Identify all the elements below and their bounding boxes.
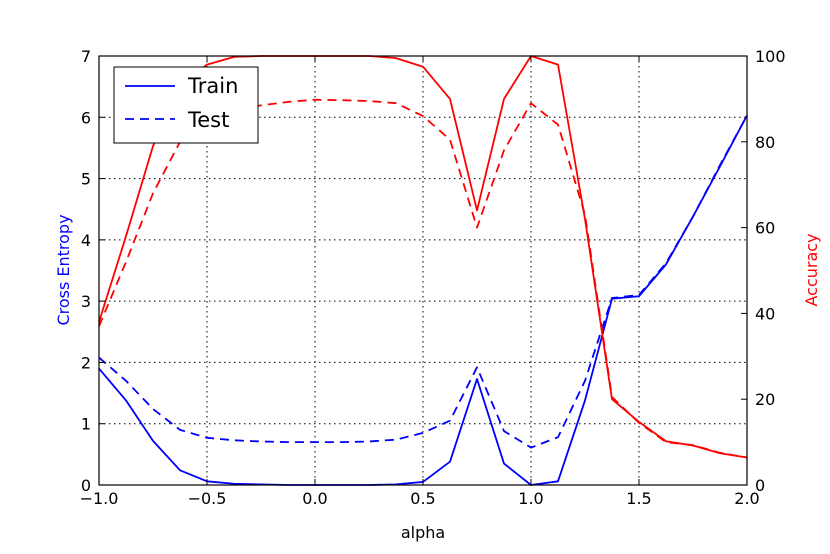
y-axis-label-right: Accuracy bbox=[802, 233, 821, 306]
x-axis-label: alpha bbox=[401, 523, 445, 542]
y-left-tick-label: 4 bbox=[81, 231, 91, 250]
y-right-tick-label: 80 bbox=[755, 133, 775, 152]
tick-labels: −1.0 −0.5 0.0 0.5 1.0 1.5 2.001234567020406080… bbox=[80, 47, 786, 508]
legend-test-label: Test bbox=[187, 108, 229, 132]
y-left-tick-label: 0 bbox=[81, 476, 91, 495]
x-tick-label: −0.5 bbox=[188, 489, 227, 508]
y-right-tick-label: 0 bbox=[755, 476, 765, 495]
x-tick-label: −1.0 bbox=[80, 489, 119, 508]
x-tick-label: 1.0 bbox=[518, 489, 543, 508]
legend-box bbox=[113, 66, 259, 144]
y-left-tick-label: 1 bbox=[81, 415, 91, 434]
y-left-tick-label: 3 bbox=[81, 292, 91, 311]
y-right-tick-label: 60 bbox=[755, 219, 775, 238]
y-left-tick-label: 5 bbox=[81, 170, 91, 189]
y-axis-label-left: Cross Entropy bbox=[54, 214, 73, 325]
x-tick-label: 0.0 bbox=[302, 489, 327, 508]
ticks bbox=[98, 55, 748, 486]
x-tick-label: 1.5 bbox=[626, 489, 651, 508]
y-left-tick-label: 7 bbox=[81, 47, 91, 66]
y-right-tick-label: 20 bbox=[755, 390, 775, 409]
x-tick-label: 0.5 bbox=[410, 489, 435, 508]
y-right-tick-label: 100 bbox=[755, 47, 786, 66]
y-left-tick-label: 2 bbox=[81, 353, 91, 372]
series-line-test bbox=[98, 115, 748, 449]
legend: Train Test bbox=[113, 66, 259, 144]
y-right-tick-label: 40 bbox=[755, 304, 775, 323]
series-line-test-accuracy bbox=[98, 98, 748, 459]
x-tick-label: 2.0 bbox=[734, 489, 759, 508]
legend-train-label: Train bbox=[187, 74, 238, 98]
y-left-tick-label: 6 bbox=[81, 108, 91, 127]
